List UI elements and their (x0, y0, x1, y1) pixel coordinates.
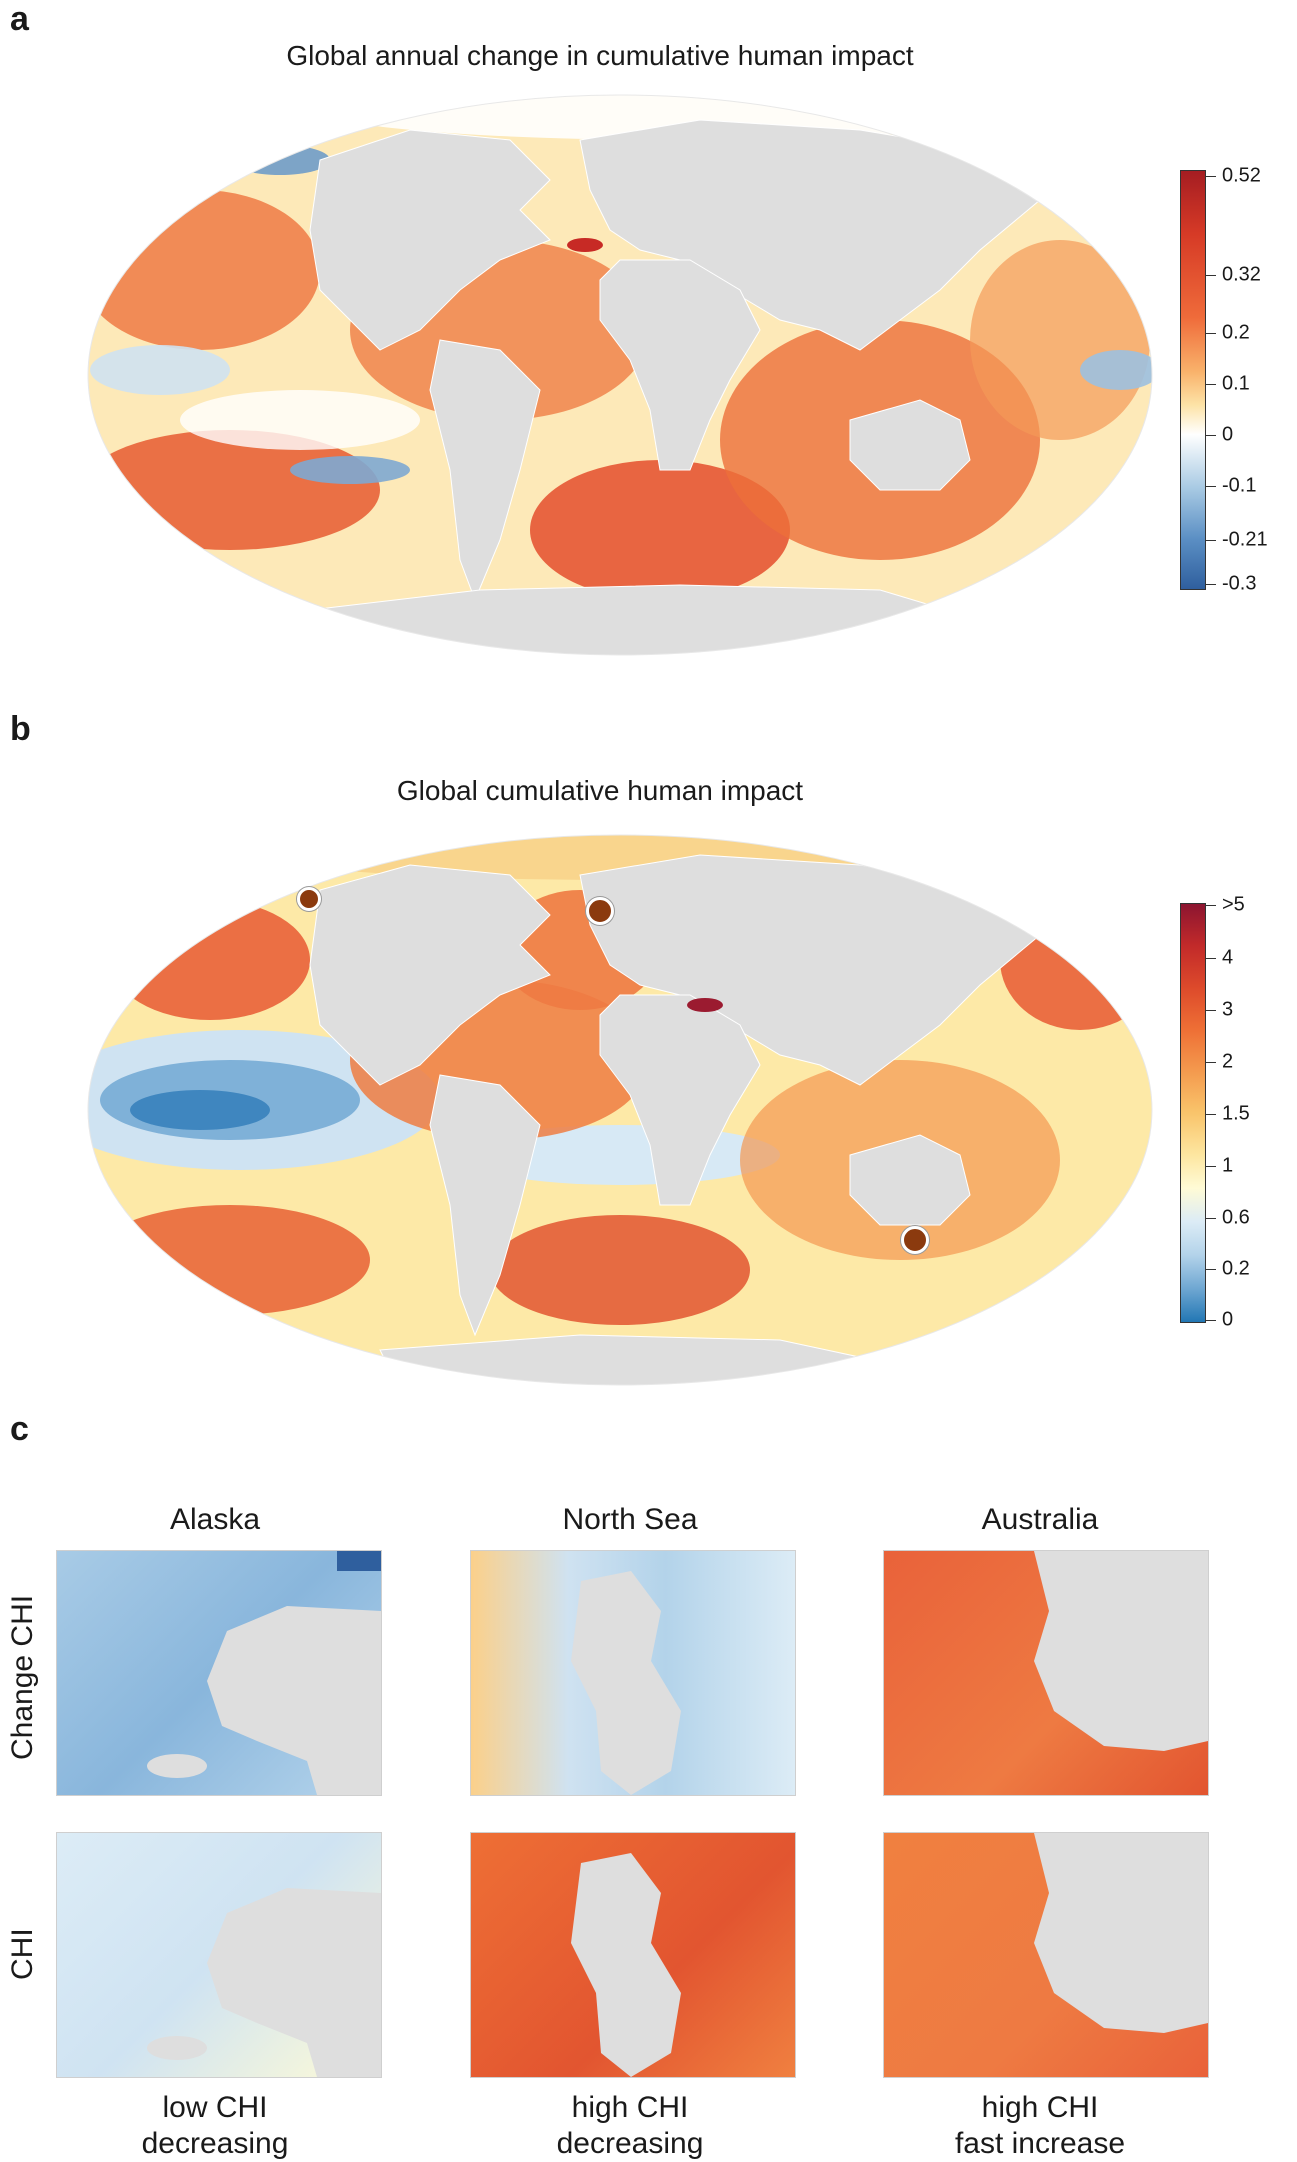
caption-alaska: low CHI decreasing (50, 2090, 380, 2162)
change-legend-bar (1180, 170, 1206, 590)
tick-label: 0.6 (1222, 1206, 1250, 1229)
alaska-marker (297, 887, 321, 911)
tick-label: 0.2 (1222, 321, 1250, 344)
region-title-australia: Australia (981, 1503, 1099, 1536)
inset-north-sea-change (470, 1550, 796, 1796)
tick-mark (1206, 1218, 1216, 1219)
row-label-change-chi: Change CHI (6, 1594, 39, 1760)
tick-label: >5 (1222, 893, 1245, 916)
inset-australia-chi-map (1034, 1833, 1208, 2033)
tick-label: 0.32 (1222, 263, 1261, 286)
chi-map (87, 834, 1153, 1386)
inset-alaska-change (56, 1550, 382, 1796)
caption-north-sea-line2: decreasing (556, 2127, 704, 2160)
region-title-north-sea: North Sea (562, 1503, 698, 1536)
caption-north-sea-line1: high CHI (571, 2091, 689, 2124)
tick-label: 2 (1222, 1050, 1234, 1073)
tick-mark (1206, 486, 1216, 487)
tick-label: -0.3 (1222, 572, 1257, 595)
caption-alaska-line2: decreasing (141, 2127, 289, 2160)
change-map (87, 94, 1153, 656)
tick-label: 0.52 (1222, 164, 1261, 187)
tick-mark (1206, 435, 1216, 436)
inset-australia-chi (883, 1832, 1209, 2078)
tick-label: 1 (1222, 1154, 1234, 1177)
caption-alaska-line1: low CHI (162, 2091, 268, 2124)
inset-alaska-chi-map (147, 1888, 381, 2077)
tick-mark (1206, 905, 1216, 906)
change-legend-ticks: 0.52 0.32 0.2 0.1 0 -0.1 -0.21 -0.3 (1180, 165, 1297, 595)
panel-b-letter: b (10, 710, 31, 748)
tick-label: -0.21 (1222, 528, 1268, 551)
tick-label: 0 (1222, 423, 1234, 446)
chi-legend-bar (1180, 903, 1206, 1323)
tick-mark (1206, 1114, 1216, 1115)
row-label-chi: CHI (6, 1928, 39, 1980)
caption-australia-line1: high CHI (981, 2091, 1099, 2124)
tick-label: 1.5 (1222, 1102, 1250, 1125)
tick-label: 3 (1222, 998, 1234, 1021)
panel-a-letter: a (10, 0, 29, 38)
tick-mark (1206, 1320, 1216, 1321)
tick-mark (1206, 1166, 1216, 1167)
inset-australia-change-map (1034, 1551, 1208, 1751)
australia-marker (901, 1226, 929, 1254)
inset-alaska-change-map (147, 1551, 381, 1795)
tick-label: 4 (1222, 946, 1234, 969)
panel-b-title: Global cumulative human impact (396, 775, 804, 806)
caption-australia: high CHI fast increase (875, 2090, 1205, 2162)
tick-mark (1206, 275, 1216, 276)
region-title-alaska: Alaska (169, 1503, 261, 1536)
inset-australia-change (883, 1550, 1209, 1796)
tick-label: -0.1 (1222, 474, 1257, 497)
chi-legend-ticks: >5 4 3 2 1.5 1 0.6 0.2 0 (1180, 894, 1297, 1331)
tick-label: 0 (1222, 1308, 1234, 1331)
inset-north-sea-change-map (571, 1571, 681, 1795)
tick-mark (1206, 176, 1216, 177)
tick-mark (1206, 1062, 1216, 1063)
tick-mark (1206, 540, 1216, 541)
caption-australia-line2: fast increase (954, 2127, 1126, 2160)
tick-mark (1206, 1269, 1216, 1270)
tick-label: 0.1 (1222, 372, 1250, 395)
inset-alaska-chi (56, 1832, 382, 2078)
tick-mark (1206, 333, 1216, 334)
caption-north-sea: high CHI decreasing (465, 2090, 795, 2162)
north-sea-marker (586, 897, 614, 925)
panel-c-letter: c (10, 1410, 29, 1448)
change-legend (1180, 170, 1210, 590)
tick-mark (1206, 584, 1216, 585)
tick-mark (1206, 958, 1216, 959)
tick-mark (1206, 384, 1216, 385)
inset-north-sea-chi-map (571, 1853, 681, 2077)
tick-mark (1206, 1010, 1216, 1011)
inset-north-sea-chi (470, 1832, 796, 2078)
panel-a-title: Global annual change in cumulative human… (286, 40, 914, 71)
tick-label: 0.2 (1222, 1257, 1250, 1280)
